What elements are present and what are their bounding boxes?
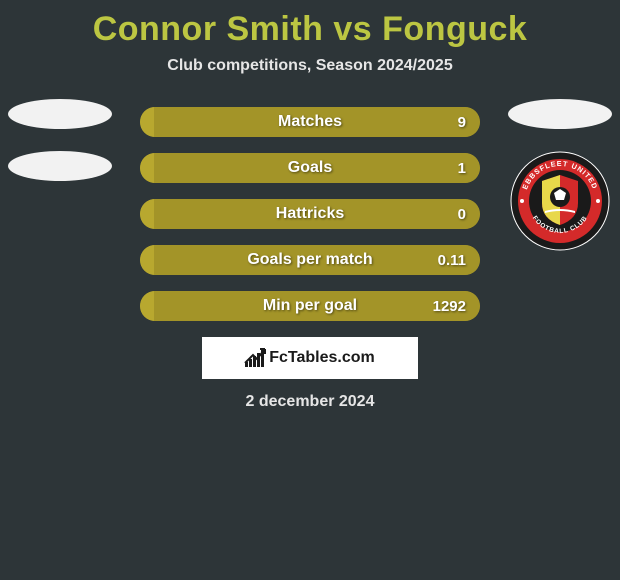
player-badge-placeholder	[8, 99, 112, 129]
comparison-section: EBBSFLEET UNITED FOOTBALL CLUB Matches 9 G…	[0, 107, 620, 411]
watermark-chart-icon	[245, 349, 265, 367]
watermark-text: FcTables.com	[269, 349, 375, 367]
player-badge-placeholder	[8, 151, 112, 181]
stat-bar-left	[140, 107, 154, 137]
stat-row: Matches 9	[140, 107, 480, 137]
subtitle: Club competitions, Season 2024/2025	[0, 57, 620, 75]
club-crest-ebbsfleet: EBBSFLEET UNITED FOOTBALL CLUB	[510, 151, 610, 251]
stat-row: Min per goal 1292	[140, 291, 480, 321]
stat-label: Hattricks	[276, 205, 344, 223]
stat-label: Min per goal	[263, 297, 357, 315]
stat-row: Goals per match 0.11	[140, 245, 480, 275]
stat-value: 1292	[433, 298, 466, 315]
player-badge-placeholder	[508, 99, 612, 129]
stat-row: Hattricks 0	[140, 199, 480, 229]
left-player-badges	[8, 99, 112, 203]
page-title: Connor Smith vs Fonguck	[0, 0, 620, 49]
comparison-bars: Matches 9 Goals 1 Hattricks 0 Goals per match 0…	[140, 107, 480, 321]
stat-bar-left	[140, 153, 154, 183]
stat-value: 9	[458, 114, 466, 131]
watermark: FcTables.com	[202, 337, 418, 379]
stat-row: Goals 1	[140, 153, 480, 183]
stat-label: Matches	[278, 113, 342, 131]
stat-bar-left	[140, 199, 154, 229]
stat-bar-left	[140, 291, 154, 321]
footer-date: 2 december 2024	[0, 393, 620, 411]
stat-value: 0	[458, 206, 466, 223]
right-player-badges: EBBSFLEET UNITED FOOTBALL CLUB	[508, 99, 612, 251]
stat-label: Goals	[288, 159, 332, 177]
stat-bar-left	[140, 245, 154, 275]
stat-label: Goals per match	[247, 251, 372, 269]
stat-value: 0.11	[438, 252, 466, 269]
stat-value: 1	[458, 160, 466, 177]
